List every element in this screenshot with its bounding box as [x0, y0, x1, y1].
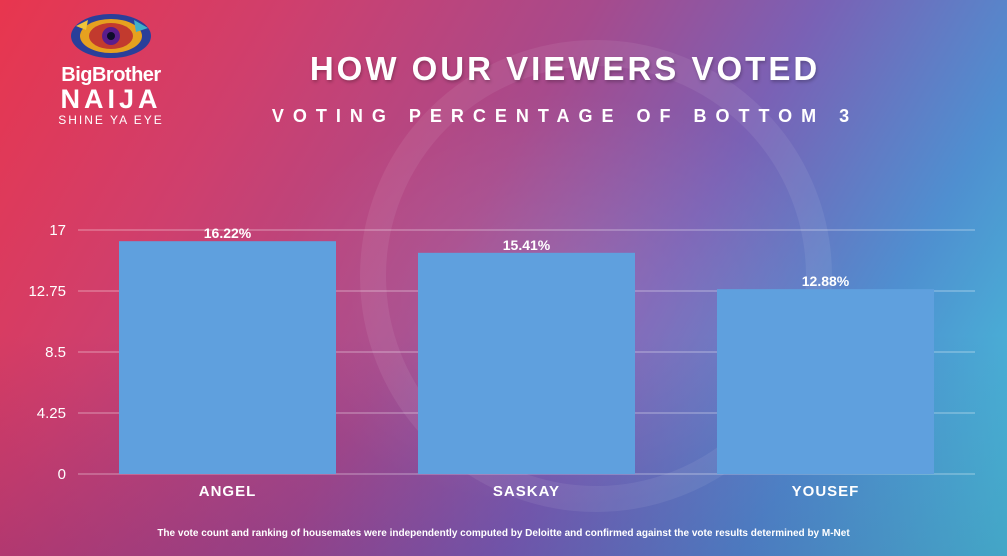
data-label: 16.22%: [204, 225, 252, 241]
y-tick-label: 12.75: [28, 283, 66, 300]
bbnaija-logo: BigBrother NAIJA SHINE YA EYE: [52, 10, 170, 127]
y-tick-label: 8.5: [45, 344, 66, 361]
eye-logo-icon: [71, 14, 151, 58]
bar-angel: [119, 241, 336, 474]
x-category-label: ANGEL: [199, 483, 257, 500]
y-tick-label: 17: [49, 222, 66, 239]
x-category-label: SASKAY: [493, 483, 560, 500]
data-label: 12.88%: [802, 273, 850, 289]
bar-yousef: [717, 289, 934, 474]
data-label: 15.41%: [503, 237, 551, 253]
y-tick-label: 0: [58, 466, 66, 483]
disclaimer-footer: The vote count and ranking of housemates…: [157, 528, 850, 539]
chart-subtitle: VOTING PERCENTAGE OF BOTTOM 3: [271, 106, 859, 126]
logo-naija-text: NAIJA: [60, 84, 162, 114]
chart-title: HOW OUR VIEWERS VOTED: [309, 50, 821, 87]
x-category-label: YOUSEF: [792, 483, 860, 500]
logo-shine-text: SHINE YA EYE: [58, 113, 164, 127]
bar-saskay: [418, 252, 635, 474]
y-tick-label: 4.25: [37, 405, 66, 422]
logo-bigbrother-text: BigBrother: [61, 64, 161, 86]
